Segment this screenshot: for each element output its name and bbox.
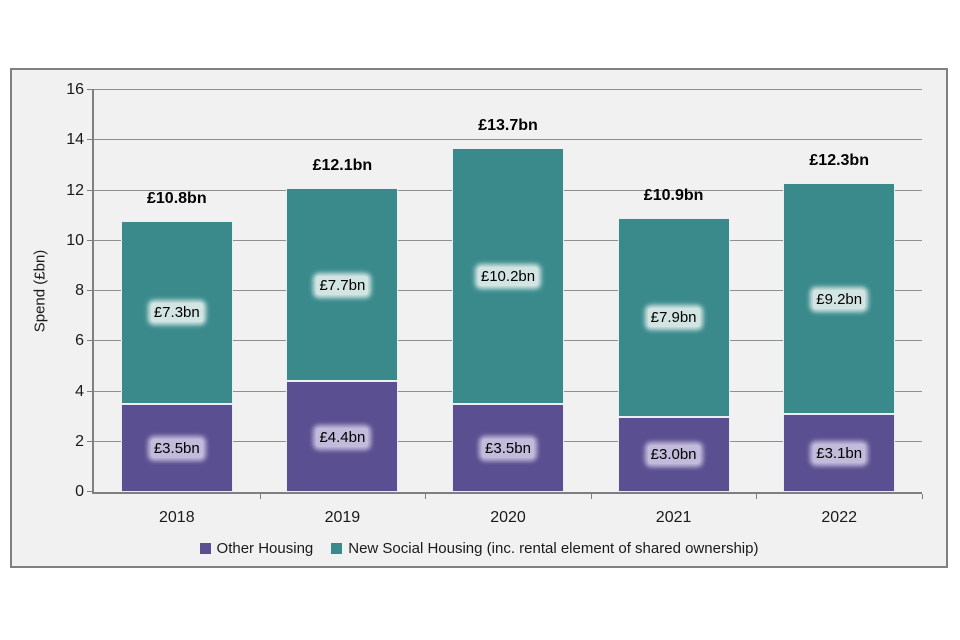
bar-segment-2022-new-social <box>783 182 896 415</box>
segment-label-2021: £3.0bn <box>618 445 730 465</box>
x-tick-mark-4 <box>756 494 758 499</box>
segment-label-2018: £7.3bn <box>121 303 233 323</box>
y-tick-label-16: 16 <box>66 81 84 98</box>
legend-label: New Social Housing (inc. rental element … <box>348 540 759 557</box>
segment-label-text: £3.1bn <box>813 444 866 464</box>
segment-label-2020: £3.5bn <box>452 439 564 459</box>
total-label-2022: £12.3bn <box>809 151 869 169</box>
legend-item: Other Housing <box>199 540 314 557</box>
y-tick-label-8: 8 <box>75 282 84 299</box>
y-tick-mark-0 <box>87 491 94 492</box>
bar-2018: £3.5bn £7.3bn <box>120 220 233 492</box>
y-tick-mark-10 <box>87 239 94 241</box>
legend-swatch-icon <box>331 543 343 554</box>
segment-label-2022: £9.2bn <box>783 289 895 309</box>
segment-label-2021: £7.9bn <box>618 308 730 328</box>
x-axis-label-2022: 2022 <box>821 509 857 526</box>
legend-label: Other Housing <box>216 540 314 557</box>
y-tick-mark-14 <box>87 139 94 141</box>
bar-2019: £4.4bn £7.7bn <box>286 188 399 492</box>
segment-label-text: £3.5bn <box>482 439 534 459</box>
total-label-2018: £10.8bn <box>147 189 207 207</box>
segment-label-2019: £7.7bn <box>286 275 398 295</box>
y-tick-mark-8 <box>87 290 94 291</box>
y-tick-label-10: 10 <box>66 231 84 249</box>
segment-label-2019: £4.4bn <box>286 427 398 447</box>
segment-label-text: £10.2bn <box>477 266 539 286</box>
x-axis-label-2020: 2020 <box>490 509 526 526</box>
y-tick-mark-4 <box>87 390 94 392</box>
x-axis-label-2019: 2019 <box>324 509 361 526</box>
x-tick-mark-2 <box>425 494 427 499</box>
total-label-2020: £13.7bn <box>478 116 538 134</box>
total-label-2021: £10.9bn <box>643 187 704 205</box>
legend: Other Housing New Social Housing (inc. re… <box>12 540 946 557</box>
y-tick-label-2: 2 <box>75 432 84 450</box>
segment-label-text: £4.4bn <box>316 427 369 447</box>
plot-area: £3.5bn £7.3bn £10.8bn £4.4bn £7.7bn £12.1bn £3… <box>92 89 922 494</box>
y-tick-mark-6 <box>87 340 94 342</box>
x-tick-mark-5 <box>922 494 923 499</box>
x-axis-label-2018: 2018 <box>159 509 195 526</box>
segment-label-2018: £3.5bn <box>121 439 233 459</box>
total-label-2019: £12.1bn <box>312 156 373 174</box>
segment-label-2020: £10.2bn <box>452 266 564 286</box>
legend-item: New Social Housing (inc. rental element … <box>331 540 758 557</box>
x-axis-label-2021: 2021 <box>655 509 692 526</box>
segment-label-text: £7.7bn <box>316 275 369 295</box>
gridline-14 <box>94 139 922 141</box>
bar-2022: £3.1bn £9.2bn <box>783 182 896 492</box>
bar-2020: £3.5bn £10.2bn <box>452 147 564 492</box>
segment-label-text: £3.0bn <box>647 445 700 465</box>
y-tick-label-6: 6 <box>75 332 84 350</box>
y-tick-mark-16 <box>87 89 94 90</box>
x-tick-mark-1 <box>259 494 261 499</box>
segment-label-text: £3.5bn <box>150 439 203 459</box>
segment-label-text: £9.2bn <box>813 289 866 309</box>
chart-frame: £3.5bn £7.3bn £10.8bn £4.4bn £7.7bn £12.1bn £3… <box>10 68 948 568</box>
y-tick-mark-12 <box>87 189 94 191</box>
legend-swatch-icon <box>199 543 211 554</box>
segment-label-text: £7.3bn <box>150 303 203 323</box>
x-tick-mark-3 <box>590 494 592 499</box>
bar-2021: £3.0bn £7.9bn <box>617 218 730 492</box>
y-tick-label-0: 0 <box>75 483 84 500</box>
segment-label-text: £7.9bn <box>647 308 700 328</box>
y-tick-label-14: 14 <box>66 131 84 149</box>
y-tick-mark-2 <box>87 440 94 442</box>
gridline-16 <box>94 89 922 90</box>
y-tick-label-4: 4 <box>75 382 84 400</box>
segment-label-2022: £3.1bn <box>783 444 895 464</box>
y-tick-label-12: 12 <box>66 181 84 199</box>
